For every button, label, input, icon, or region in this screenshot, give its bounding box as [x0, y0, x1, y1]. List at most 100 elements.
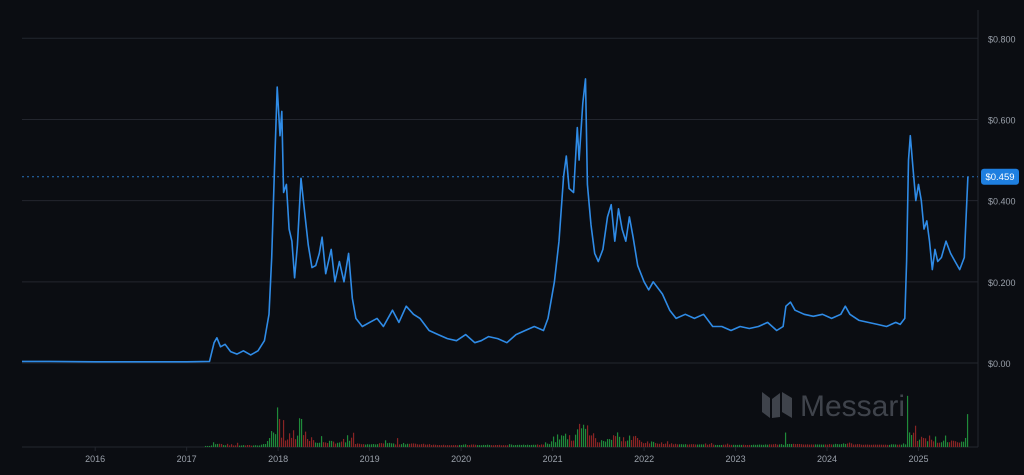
volume-bar [576, 429, 579, 447]
volume-bar [568, 435, 571, 447]
volume-bar [818, 444, 821, 447]
volume-bar [670, 443, 673, 447]
volume-bar [440, 445, 443, 447]
volume-bar [358, 443, 361, 447]
volume-bar [696, 444, 699, 447]
volume-bar [668, 444, 671, 447]
volume-bar [416, 444, 419, 447]
volume-bar [392, 443, 395, 447]
volume-bar [560, 435, 563, 447]
volume-bar [314, 442, 317, 447]
volume-bar [520, 444, 523, 447]
volume-bar [698, 444, 701, 447]
volume-bar [462, 444, 465, 447]
volume-bar [860, 444, 863, 447]
volume-bar [242, 445, 245, 447]
volume-bar [252, 445, 255, 447]
volume-bar [816, 444, 819, 447]
volume-bar [740, 444, 743, 447]
volume-bar [262, 444, 265, 447]
volume-bar [870, 444, 873, 447]
volume-bar [438, 445, 441, 447]
x-tick-label: 2019 [360, 454, 380, 464]
volume-bar [730, 444, 733, 447]
watermark: Messari [762, 390, 905, 423]
volume-bar [384, 440, 387, 447]
x-axis: 2016 2017 2018 2019 2020 2021 2022 2023 2024 2025 [85, 447, 929, 464]
volume-bar [284, 440, 287, 447]
volume-bar [368, 444, 371, 447]
volume-bar [932, 441, 935, 447]
volume-bar [228, 445, 231, 447]
volume-bar [244, 445, 247, 447]
volume-bar [418, 444, 421, 447]
volume-bar [584, 428, 587, 447]
volume-bar [234, 445, 237, 447]
volume-bar [828, 444, 831, 447]
volume-bar [858, 444, 861, 447]
volume-bar [484, 444, 487, 447]
volume-bar [850, 443, 853, 447]
volume-bar [348, 440, 351, 447]
volume-bar [282, 420, 285, 447]
volume-bar [566, 439, 569, 447]
volume-bar [512, 445, 515, 447]
x-tick-label: 2025 [909, 454, 929, 464]
y-tick-label: $0.00 [988, 359, 1011, 369]
volume-bar [918, 439, 921, 447]
volume-bar [436, 445, 439, 447]
volume-bar [226, 443, 229, 447]
volume-bar [288, 433, 291, 447]
volume-bar [364, 444, 367, 447]
volume-bar [280, 437, 283, 447]
volume-bar [804, 444, 807, 447]
volume-bar [934, 436, 937, 447]
volume-bar [564, 433, 567, 447]
volume-bar [930, 439, 933, 447]
volume-bar [352, 432, 355, 447]
volume-bar [874, 444, 877, 447]
volume-bar [788, 443, 791, 447]
volume-bar [504, 445, 507, 447]
volume-bar [914, 425, 917, 447]
volume-bar [678, 444, 681, 447]
volume-bar [356, 443, 359, 447]
volume-bar [600, 440, 603, 447]
volume-bar [558, 439, 561, 447]
volume-bar [220, 443, 223, 447]
volume-bar [926, 441, 929, 447]
volume-bar [952, 440, 955, 447]
volume-bar [204, 445, 207, 447]
volume-bar [906, 395, 909, 447]
volume-bar [684, 444, 687, 447]
volume-bar [776, 444, 779, 447]
volume-bar [744, 444, 747, 447]
volume-bar [622, 437, 625, 447]
volume-bar [276, 407, 279, 447]
volume-bar [630, 439, 633, 447]
volume-bar [724, 444, 727, 447]
volume-bar [966, 414, 969, 447]
volume-bar [586, 425, 589, 447]
volume-bar [720, 444, 723, 447]
volume-bar [534, 444, 537, 447]
volume-bar [768, 444, 771, 447]
volume-bar [532, 444, 535, 447]
volume-bar [270, 431, 273, 447]
volume-bar [514, 444, 517, 447]
volume-bar [672, 444, 675, 447]
volume-bar [540, 444, 543, 447]
volume-bar [616, 432, 619, 447]
volume-bar [574, 434, 577, 447]
volume-bar [322, 442, 325, 447]
volume-bar [756, 444, 759, 447]
volume-bar [882, 444, 885, 447]
volume-bar [922, 437, 925, 447]
volume-bar [848, 442, 851, 447]
volume-bar [232, 445, 235, 447]
volume-bar [940, 442, 943, 447]
volume-bar [426, 444, 429, 447]
volume-bar [254, 445, 257, 447]
volume-bar [250, 445, 253, 447]
